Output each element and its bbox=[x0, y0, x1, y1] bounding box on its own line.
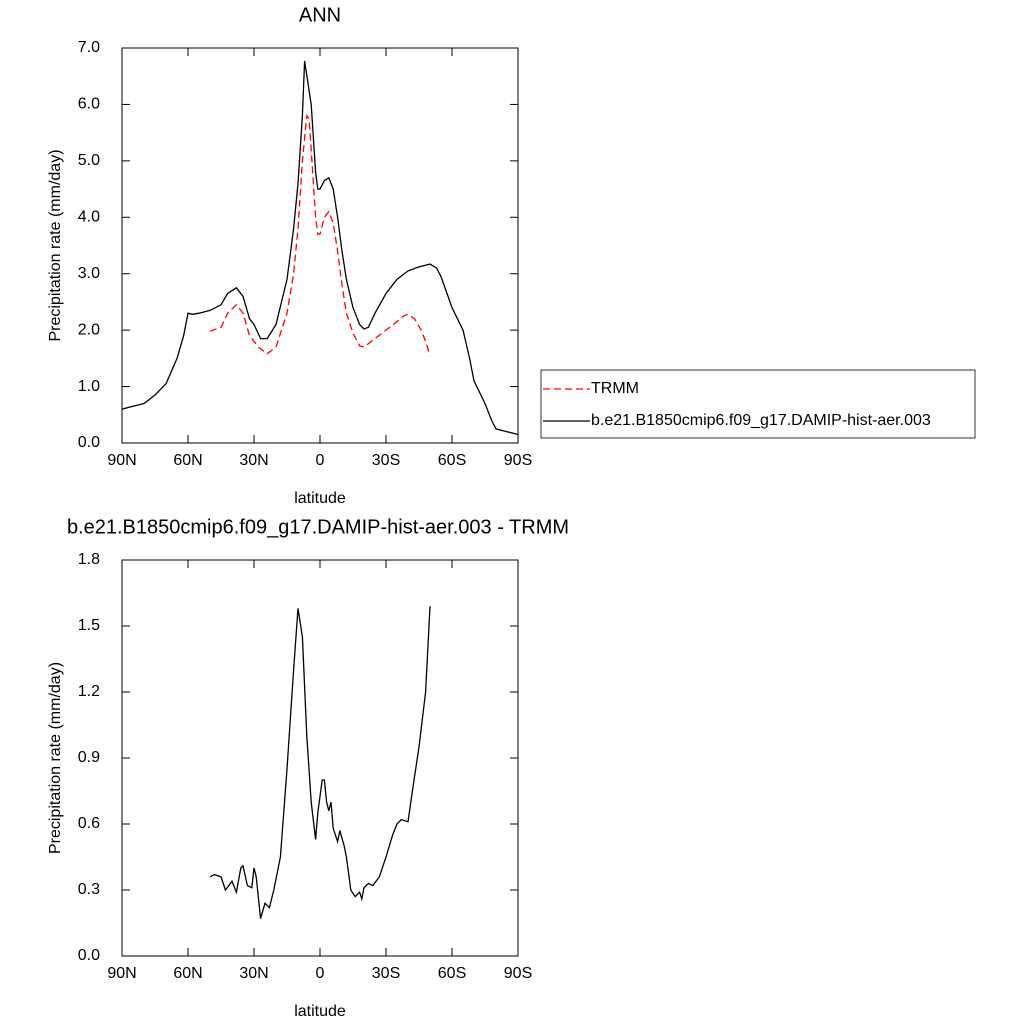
x-tick-label: 30N bbox=[239, 965, 268, 982]
plot-frame bbox=[121, 559, 519, 957]
legend: TRMM b.e21.B1850cmip6.f09_g17.DAMIP-hist-… bbox=[540, 369, 976, 439]
x-tick-label: 30S bbox=[372, 965, 400, 982]
x-axis-label: latitude bbox=[294, 1003, 346, 1020]
y-tick-label: 7.0 bbox=[78, 39, 100, 56]
legend-label: b.e21.B1850cmip6.f09_g17.DAMIP-hist-aer.… bbox=[591, 412, 931, 429]
data-line bbox=[121, 60, 519, 436]
y-tick-label: 1.5 bbox=[78, 617, 100, 634]
x-tick-label: 30N bbox=[239, 452, 268, 469]
x-tick-label: 0 bbox=[316, 452, 325, 469]
chart-title: b.e21.B1850cmip6.f09_g17.DAMIP-hist-aer.… bbox=[67, 516, 569, 538]
x-tick-label: 60N bbox=[173, 452, 202, 469]
x-tick-label: 60S bbox=[438, 452, 466, 469]
data-line bbox=[209, 606, 431, 919]
y-tick-label: 1.2 bbox=[78, 683, 100, 700]
x-tick-label: 60S bbox=[438, 965, 466, 982]
y-tick-label: 4.0 bbox=[78, 209, 100, 226]
x-tick-label: 90N bbox=[107, 965, 136, 982]
y-tick-label: 6.0 bbox=[78, 96, 100, 113]
y-tick-label: 2.0 bbox=[78, 321, 100, 338]
chart-title: ANN bbox=[299, 4, 341, 26]
x-tick-label: 90S bbox=[504, 452, 532, 469]
y-axis-label: Precipitation rate (mm/day) bbox=[47, 149, 64, 341]
y-tick-label: 0.3 bbox=[78, 881, 100, 898]
plot-frame bbox=[121, 47, 519, 444]
x-tick-label: 90N bbox=[107, 452, 136, 469]
legend-box bbox=[540, 369, 976, 439]
x-tick-label: 0 bbox=[316, 965, 325, 982]
x-tick-label: 30S bbox=[372, 452, 400, 469]
y-tick-label: 0.6 bbox=[78, 815, 100, 832]
data-line bbox=[209, 114, 431, 356]
x-axis-label: latitude bbox=[294, 490, 346, 507]
y-tick-label: 1.0 bbox=[78, 378, 100, 395]
y-axis-label: Precipitation rate (mm/day) bbox=[47, 662, 64, 854]
y-tick-label: 0.0 bbox=[78, 947, 100, 964]
y-tick-label: 0.9 bbox=[78, 749, 100, 766]
y-tick-label: 5.0 bbox=[78, 152, 100, 169]
y-tick-label: 0.0 bbox=[78, 434, 100, 451]
legend-label: TRMM bbox=[591, 380, 639, 397]
x-tick-label: 60N bbox=[173, 965, 202, 982]
y-tick-label: 3.0 bbox=[78, 265, 100, 282]
x-tick-label: 90S bbox=[504, 965, 532, 982]
y-tick-label: 1.8 bbox=[78, 551, 100, 568]
